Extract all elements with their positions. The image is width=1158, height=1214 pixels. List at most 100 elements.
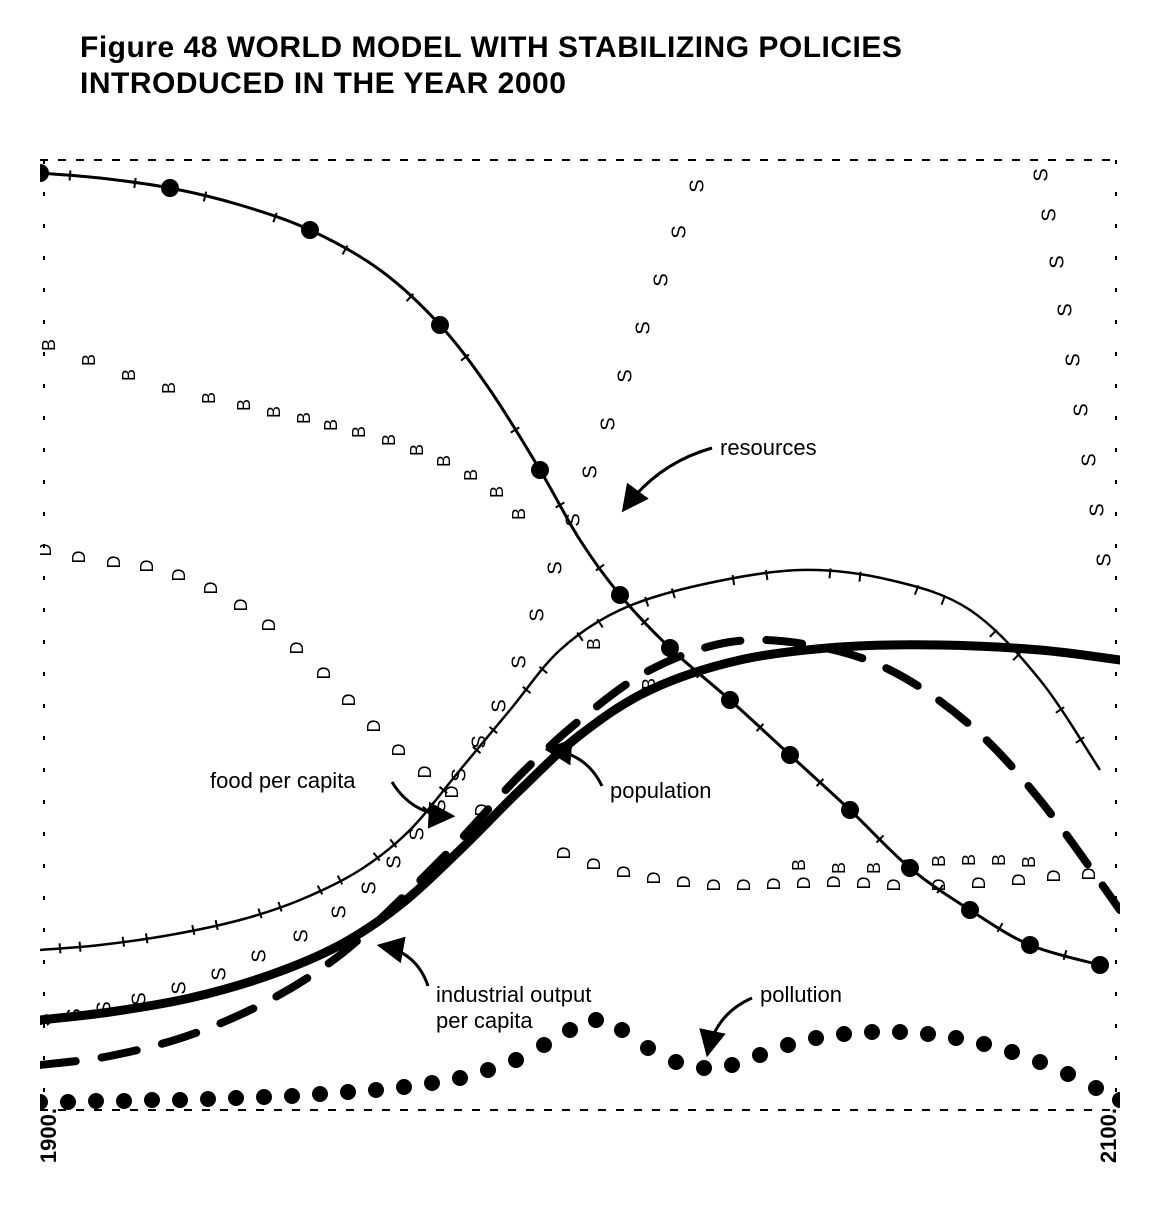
svg-text:B: B xyxy=(79,354,99,366)
svg-text:B: B xyxy=(829,862,849,874)
svg-text:D: D xyxy=(614,866,634,879)
svg-text:D: D xyxy=(674,876,694,889)
svg-text:S: S xyxy=(597,417,619,430)
svg-text:D: D xyxy=(1044,870,1064,883)
svg-text:D: D xyxy=(1079,868,1099,881)
svg-text:D: D xyxy=(40,544,55,557)
x-axis-end-year: 2100. xyxy=(1096,1108,1122,1163)
svg-text:B: B xyxy=(789,859,809,871)
svg-text:D: D xyxy=(259,619,279,632)
svg-text:S: S xyxy=(406,827,428,840)
svg-text:S: S xyxy=(614,369,636,382)
svg-text:S: S xyxy=(1030,168,1052,181)
svg-text:D: D xyxy=(794,877,814,890)
svg-text:B: B xyxy=(294,412,314,424)
svg-text:S: S xyxy=(468,735,490,748)
svg-text:S: S xyxy=(63,1008,85,1021)
svg-text:D: D xyxy=(442,786,462,799)
svg-text:S: S xyxy=(1054,303,1076,316)
svg-text:S: S xyxy=(383,855,405,868)
svg-text:D: D xyxy=(104,556,124,569)
svg-text:D: D xyxy=(415,766,435,779)
svg-text:B: B xyxy=(864,862,884,874)
svg-text:S: S xyxy=(40,1013,55,1026)
svg-text:S: S xyxy=(508,655,530,668)
svg-text:S: S xyxy=(290,929,312,942)
svg-text:D: D xyxy=(764,878,784,891)
svg-text:D: D xyxy=(704,879,724,892)
callout-food-per-capita: food per capita xyxy=(210,768,356,794)
svg-text:D: D xyxy=(314,667,334,680)
svg-text:D: D xyxy=(69,551,89,564)
svg-text:D: D xyxy=(854,877,874,890)
svg-text:S: S xyxy=(1086,503,1108,516)
svg-text:S: S xyxy=(579,465,601,478)
svg-text:D: D xyxy=(734,879,754,892)
svg-text:S: S xyxy=(248,949,270,962)
svg-text:S: S xyxy=(488,699,510,712)
svg-text:B: B xyxy=(234,399,254,411)
svg-text:B: B xyxy=(321,419,341,431)
svg-text:D: D xyxy=(884,879,904,892)
svg-text:B: B xyxy=(199,392,219,404)
svg-text:D: D xyxy=(969,877,989,890)
svg-text:B: B xyxy=(639,678,659,690)
callout-population: population xyxy=(610,778,712,804)
svg-text:B: B xyxy=(487,486,507,498)
svg-text:B: B xyxy=(159,382,179,394)
x-axis-start-year: 1900. xyxy=(36,1108,62,1163)
svg-text:S: S xyxy=(93,1001,115,1014)
svg-text:S: S xyxy=(686,179,708,192)
svg-text:B: B xyxy=(379,434,399,446)
svg-text:D: D xyxy=(1009,874,1029,887)
svg-text:S: S xyxy=(544,561,566,574)
svg-text:S: S xyxy=(128,992,150,1005)
svg-text:D: D xyxy=(201,582,221,595)
svg-text:D: D xyxy=(644,872,664,885)
figure-title: Figure 48 WORLD MODEL WITH STABILIZING P… xyxy=(80,30,902,102)
svg-text:B: B xyxy=(989,854,1009,866)
svg-text:D: D xyxy=(389,744,409,757)
svg-text:S: S xyxy=(562,513,584,526)
svg-text:B: B xyxy=(434,455,454,467)
svg-text:B: B xyxy=(40,339,59,351)
svg-text:S: S xyxy=(1038,208,1060,221)
svg-text:D: D xyxy=(824,876,844,889)
svg-text:D: D xyxy=(339,694,359,707)
svg-text:D: D xyxy=(364,720,384,733)
svg-text:B: B xyxy=(1019,856,1039,868)
svg-text:B: B xyxy=(119,369,139,381)
svg-text:S: S xyxy=(428,799,450,812)
svg-text:B: B xyxy=(349,426,369,438)
svg-text:S: S xyxy=(526,608,548,621)
svg-text:S: S xyxy=(168,981,190,994)
callout-resources: resources xyxy=(720,435,817,461)
svg-text:D: D xyxy=(584,858,604,871)
callout-industrial-output: industrial output per capita xyxy=(436,982,591,1034)
svg-text:S: S xyxy=(1070,403,1092,416)
svg-text:S: S xyxy=(632,321,654,334)
svg-text:B: B xyxy=(509,508,529,520)
svg-text:B: B xyxy=(584,638,604,650)
svg-text:S: S xyxy=(208,967,230,980)
svg-text:S: S xyxy=(1046,255,1068,268)
svg-text:D: D xyxy=(231,599,251,612)
svg-text:B: B xyxy=(959,854,979,866)
svg-text:S: S xyxy=(668,225,690,238)
callout-pollution: pollution xyxy=(760,982,842,1008)
svg-text:S: S xyxy=(448,768,470,781)
svg-text:B: B xyxy=(264,406,284,418)
svg-text:D: D xyxy=(472,804,492,817)
svg-text:D: D xyxy=(287,642,307,655)
svg-text:D: D xyxy=(929,879,949,892)
svg-text:S: S xyxy=(358,881,380,894)
svg-text:B: B xyxy=(929,855,949,867)
svg-text:S: S xyxy=(1078,453,1100,466)
svg-text:D: D xyxy=(169,569,189,582)
svg-text:S: S xyxy=(328,905,350,918)
svg-text:D: D xyxy=(137,560,157,573)
svg-text:D: D xyxy=(554,847,574,860)
svg-text:S: S xyxy=(1062,353,1084,366)
svg-text:S: S xyxy=(1093,553,1115,566)
svg-text:B: B xyxy=(407,444,427,456)
